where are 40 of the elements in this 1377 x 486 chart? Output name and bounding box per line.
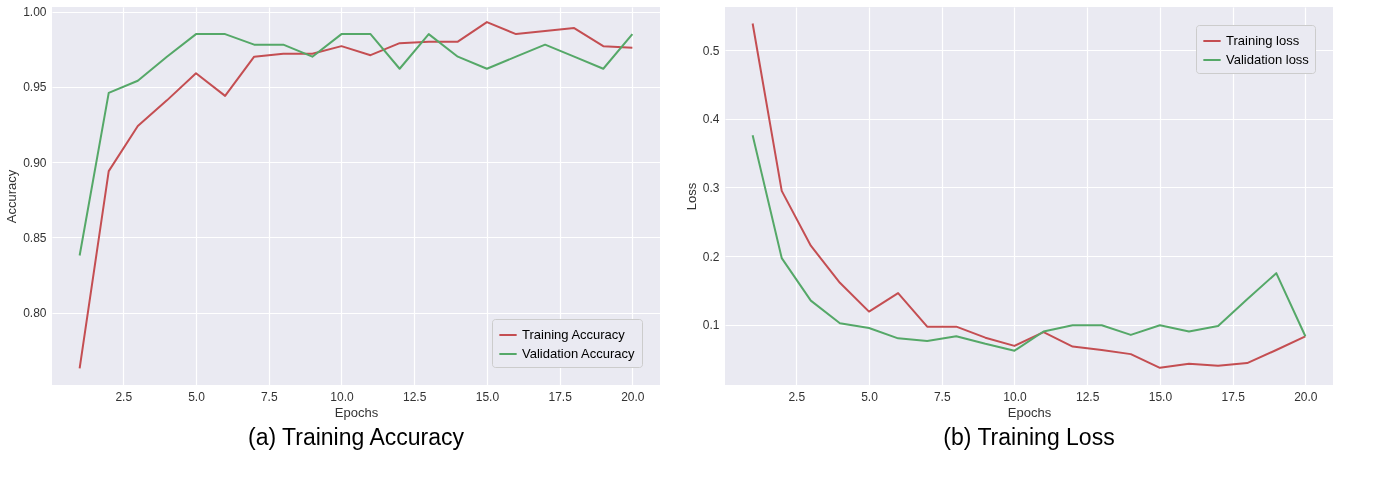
- y-tick-label: 0.1: [702, 318, 720, 333]
- x-tick-label: 20.0: [1294, 389, 1318, 404]
- y-axis-title: Loss: [683, 182, 699, 211]
- line-series: [78, 33, 634, 257]
- y-tick-label: 0.95: [23, 80, 47, 95]
- x-tick-label: 10.0: [1003, 389, 1027, 404]
- y-tick-label: 1.00: [23, 5, 47, 20]
- x-tick-label: 20.0: [621, 389, 645, 404]
- line-series: [751, 22, 1307, 369]
- y-tick-label: 0.5: [702, 43, 720, 58]
- y-tick-label: 0.80: [23, 306, 47, 321]
- x-tick-label: 17.5: [1221, 389, 1246, 404]
- text: (a) Training Accuracy: [247, 424, 465, 450]
- x-tick-label: 7.5: [260, 389, 278, 404]
- y-tick-label: 0.4: [702, 112, 720, 127]
- x-tick-label: 7.5: [933, 389, 951, 404]
- x-tick-label: 5.0: [188, 389, 206, 404]
- y-tick-label: 0.2: [702, 249, 720, 264]
- legend-label: Training loss: [1226, 33, 1300, 48]
- x-tick-label: 5.0: [861, 389, 879, 404]
- legend-label: Training Accuracy: [522, 327, 626, 342]
- y-tick-label: 0.90: [23, 155, 47, 170]
- x-tick-label: 10.0: [330, 389, 354, 404]
- legend-label: Validation Accuracy: [522, 346, 635, 361]
- text: (b) Training Loss: [943, 424, 1115, 450]
- line-series: [751, 134, 1307, 352]
- x-tick-label: 2.5: [788, 389, 806, 404]
- x-axis-title: Epochs: [334, 404, 379, 420]
- x-tick-label: 15.0: [475, 389, 500, 404]
- x-tick-label: 12.5: [1076, 389, 1100, 404]
- y-tick-label: 0.3: [702, 180, 720, 195]
- y-tick-label: 0.85: [23, 230, 47, 245]
- y-axis-title: Accuracy: [4, 169, 20, 224]
- line-series: [78, 21, 634, 370]
- x-tick-label: 17.5: [548, 389, 573, 404]
- legend-label: Validation loss: [1226, 52, 1310, 67]
- x-tick-label: 2.5: [115, 389, 133, 404]
- x-tick-label: 15.0: [1148, 389, 1173, 404]
- x-axis-title: Epochs: [1007, 404, 1052, 420]
- x-tick-label: 12.5: [403, 389, 427, 404]
